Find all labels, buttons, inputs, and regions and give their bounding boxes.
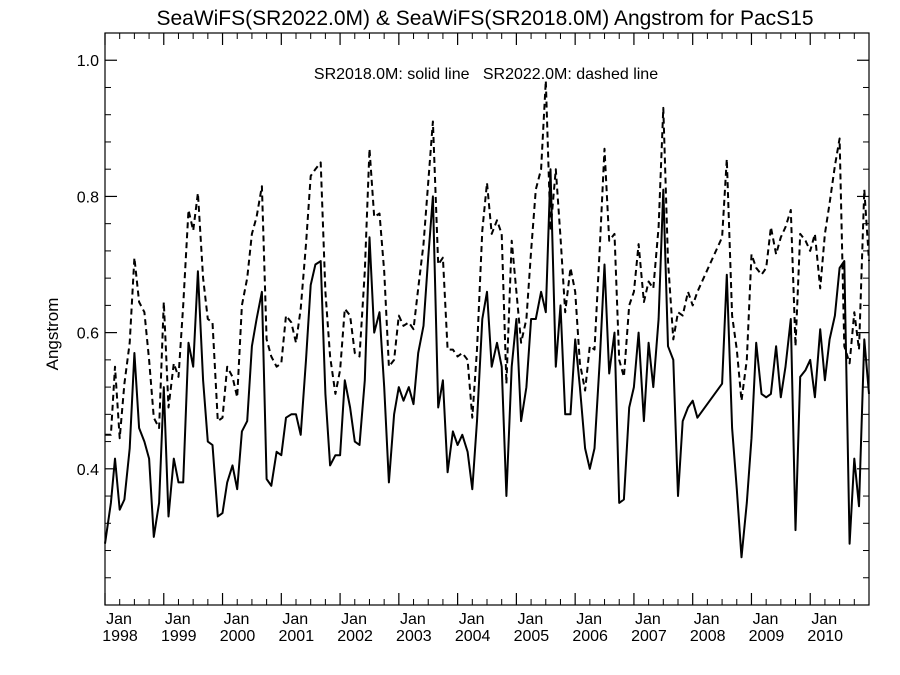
legend-annotation: SR2018.0M: solid line SR2022.0M: dashed … — [314, 66, 658, 83]
y-tick-label: 0.8 — [77, 189, 99, 206]
x-tick-year: 2009 — [749, 628, 785, 645]
x-tick-month: Jan — [459, 611, 485, 628]
y-tick-label: 0.4 — [77, 462, 99, 479]
x-tick-month: Jan — [576, 611, 602, 628]
x-tick-year: 2001 — [279, 628, 315, 645]
x-tick-month: Jan — [635, 611, 661, 628]
x-tick-year: 1999 — [161, 628, 197, 645]
chart-title: SeaWiFS(SR2022.0M) & SeaWiFS(SR2018.0M) … — [156, 7, 813, 30]
x-tick-month: Jan — [106, 611, 132, 628]
x-tick-year: 2002 — [337, 628, 373, 645]
y-tick-label: 0.6 — [77, 326, 99, 343]
x-tick-month: Jan — [517, 611, 543, 628]
x-tick-month: Jan — [282, 611, 308, 628]
x-tick-month: Jan — [165, 611, 191, 628]
x-tick-month: Jan — [753, 611, 779, 628]
x-tick-year: 2010 — [807, 628, 843, 645]
series-line-dashed — [105, 79, 870, 440]
data-lines — [104, 79, 870, 559]
x-tick-year: 1998 — [102, 628, 138, 645]
x-tick-year: 2007 — [631, 628, 667, 645]
x-tick-year: 2000 — [220, 628, 256, 645]
x-tick-year: 2008 — [690, 628, 726, 645]
axis-ticks: 0.40.60.81.0Jan1998Jan1999Jan2000Jan2001… — [77, 32, 869, 645]
x-tick-month: Jan — [224, 611, 250, 628]
x-tick-year: 2003 — [396, 628, 432, 645]
y-tick-label: 1.0 — [77, 53, 99, 70]
x-tick-year: 2004 — [455, 628, 491, 645]
x-tick-month: Jan — [811, 611, 837, 628]
series-line-solid — [104, 168, 870, 559]
y-axis-label: Angstrom — [43, 298, 62, 371]
plot-frame — [104, 32, 870, 606]
x-tick-month: Jan — [341, 611, 367, 628]
x-tick-year: 2006 — [572, 628, 608, 645]
x-tick-month: Jan — [694, 611, 720, 628]
x-tick-year: 2005 — [514, 628, 550, 645]
x-tick-month: Jan — [400, 611, 426, 628]
